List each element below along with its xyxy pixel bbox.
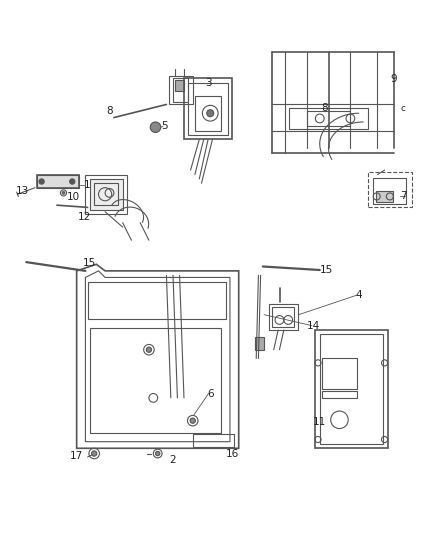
Circle shape bbox=[190, 418, 195, 423]
Bar bbox=[37, 175, 79, 188]
Bar bbox=[376, 191, 393, 201]
Bar bbox=[37, 175, 79, 188]
Text: 15: 15 bbox=[83, 258, 96, 268]
Bar bbox=[320, 334, 383, 444]
Text: 5: 5 bbox=[161, 122, 168, 131]
Bar bbox=[373, 178, 406, 204]
Bar bbox=[322, 391, 357, 398]
Text: 6: 6 bbox=[207, 389, 214, 399]
Bar bbox=[193, 434, 234, 447]
Bar bbox=[255, 336, 264, 350]
Text: 11: 11 bbox=[313, 417, 326, 427]
Text: c: c bbox=[401, 104, 406, 113]
Bar bbox=[169, 76, 193, 104]
Text: 10: 10 bbox=[67, 192, 80, 203]
Circle shape bbox=[146, 347, 152, 352]
Bar bbox=[85, 174, 127, 214]
Text: 13: 13 bbox=[16, 186, 29, 196]
Text: 7: 7 bbox=[400, 191, 407, 201]
Circle shape bbox=[155, 451, 160, 456]
Text: 1: 1 bbox=[83, 181, 90, 190]
Text: 14: 14 bbox=[307, 321, 320, 330]
Circle shape bbox=[62, 191, 65, 194]
Text: 17: 17 bbox=[70, 451, 83, 461]
Text: 9: 9 bbox=[390, 74, 397, 84]
Bar bbox=[175, 80, 184, 91]
Text: 2: 2 bbox=[170, 455, 177, 465]
Bar bbox=[90, 179, 123, 209]
Circle shape bbox=[207, 110, 214, 117]
Text: 4: 4 bbox=[356, 290, 363, 300]
Circle shape bbox=[150, 122, 161, 133]
Text: 15: 15 bbox=[320, 265, 333, 275]
Bar bbox=[272, 307, 294, 327]
Bar bbox=[322, 359, 357, 389]
Bar bbox=[188, 83, 228, 135]
Bar bbox=[315, 330, 388, 448]
Bar bbox=[94, 183, 118, 205]
Bar bbox=[307, 111, 350, 126]
Text: 12: 12 bbox=[78, 212, 91, 222]
Text: 3: 3 bbox=[205, 77, 212, 87]
Circle shape bbox=[92, 451, 97, 456]
Circle shape bbox=[70, 179, 75, 184]
Bar bbox=[90, 328, 221, 433]
Text: 8: 8 bbox=[106, 106, 113, 116]
Circle shape bbox=[39, 179, 44, 184]
Bar bbox=[269, 304, 298, 330]
Text: 8: 8 bbox=[321, 103, 328, 113]
Bar bbox=[289, 108, 368, 128]
Text: 16: 16 bbox=[226, 449, 239, 459]
Bar bbox=[195, 96, 221, 131]
Bar bbox=[368, 172, 412, 207]
Bar bbox=[184, 78, 232, 140]
Bar bbox=[173, 78, 188, 102]
Bar bbox=[88, 282, 226, 319]
